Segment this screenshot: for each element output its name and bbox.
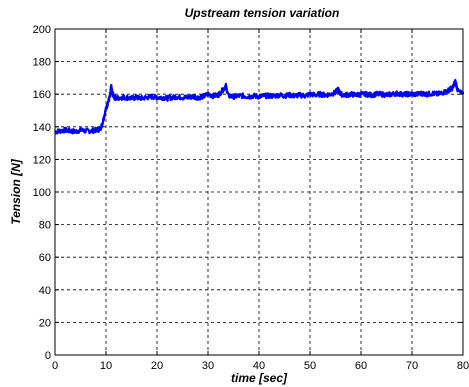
grid-lines (55, 29, 463, 355)
y-tick-label: 20 (39, 317, 51, 329)
x-tick-label: 20 (151, 360, 163, 372)
x-tick-label: 80 (457, 360, 469, 372)
y-tick-label: 120 (33, 154, 51, 166)
x-axis-label: time [sec] (231, 371, 288, 385)
y-tick-label: 200 (33, 24, 51, 36)
y-tick-label: 60 (39, 252, 51, 264)
y-tick-label: 0 (45, 350, 51, 362)
axis-ticks: 0 10 20 30 40 50 60 70 80 0 20 40 60 80 100 120 140 160 18… (33, 24, 469, 372)
x-tick-label: 50 (304, 360, 316, 372)
chart-title: Upstream tension variation (185, 6, 340, 20)
x-tick-label: 0 (52, 360, 58, 372)
y-tick-label: 140 (33, 122, 51, 134)
x-tick-label: 70 (406, 360, 418, 372)
y-tick-label: 100 (33, 187, 51, 199)
x-tick-label: 10 (100, 360, 112, 372)
y-tick-label: 160 (33, 89, 51, 101)
y-axis-label: Tension [N] (9, 158, 23, 225)
y-tick-label: 180 (33, 57, 51, 69)
x-tick-label: 40 (253, 360, 265, 372)
x-tick-label: 30 (202, 360, 214, 372)
y-tick-label: 40 (39, 285, 51, 297)
y-tick-label: 80 (39, 220, 51, 232)
x-tick-label: 60 (355, 360, 367, 372)
series-tension-line (54, 78, 465, 135)
